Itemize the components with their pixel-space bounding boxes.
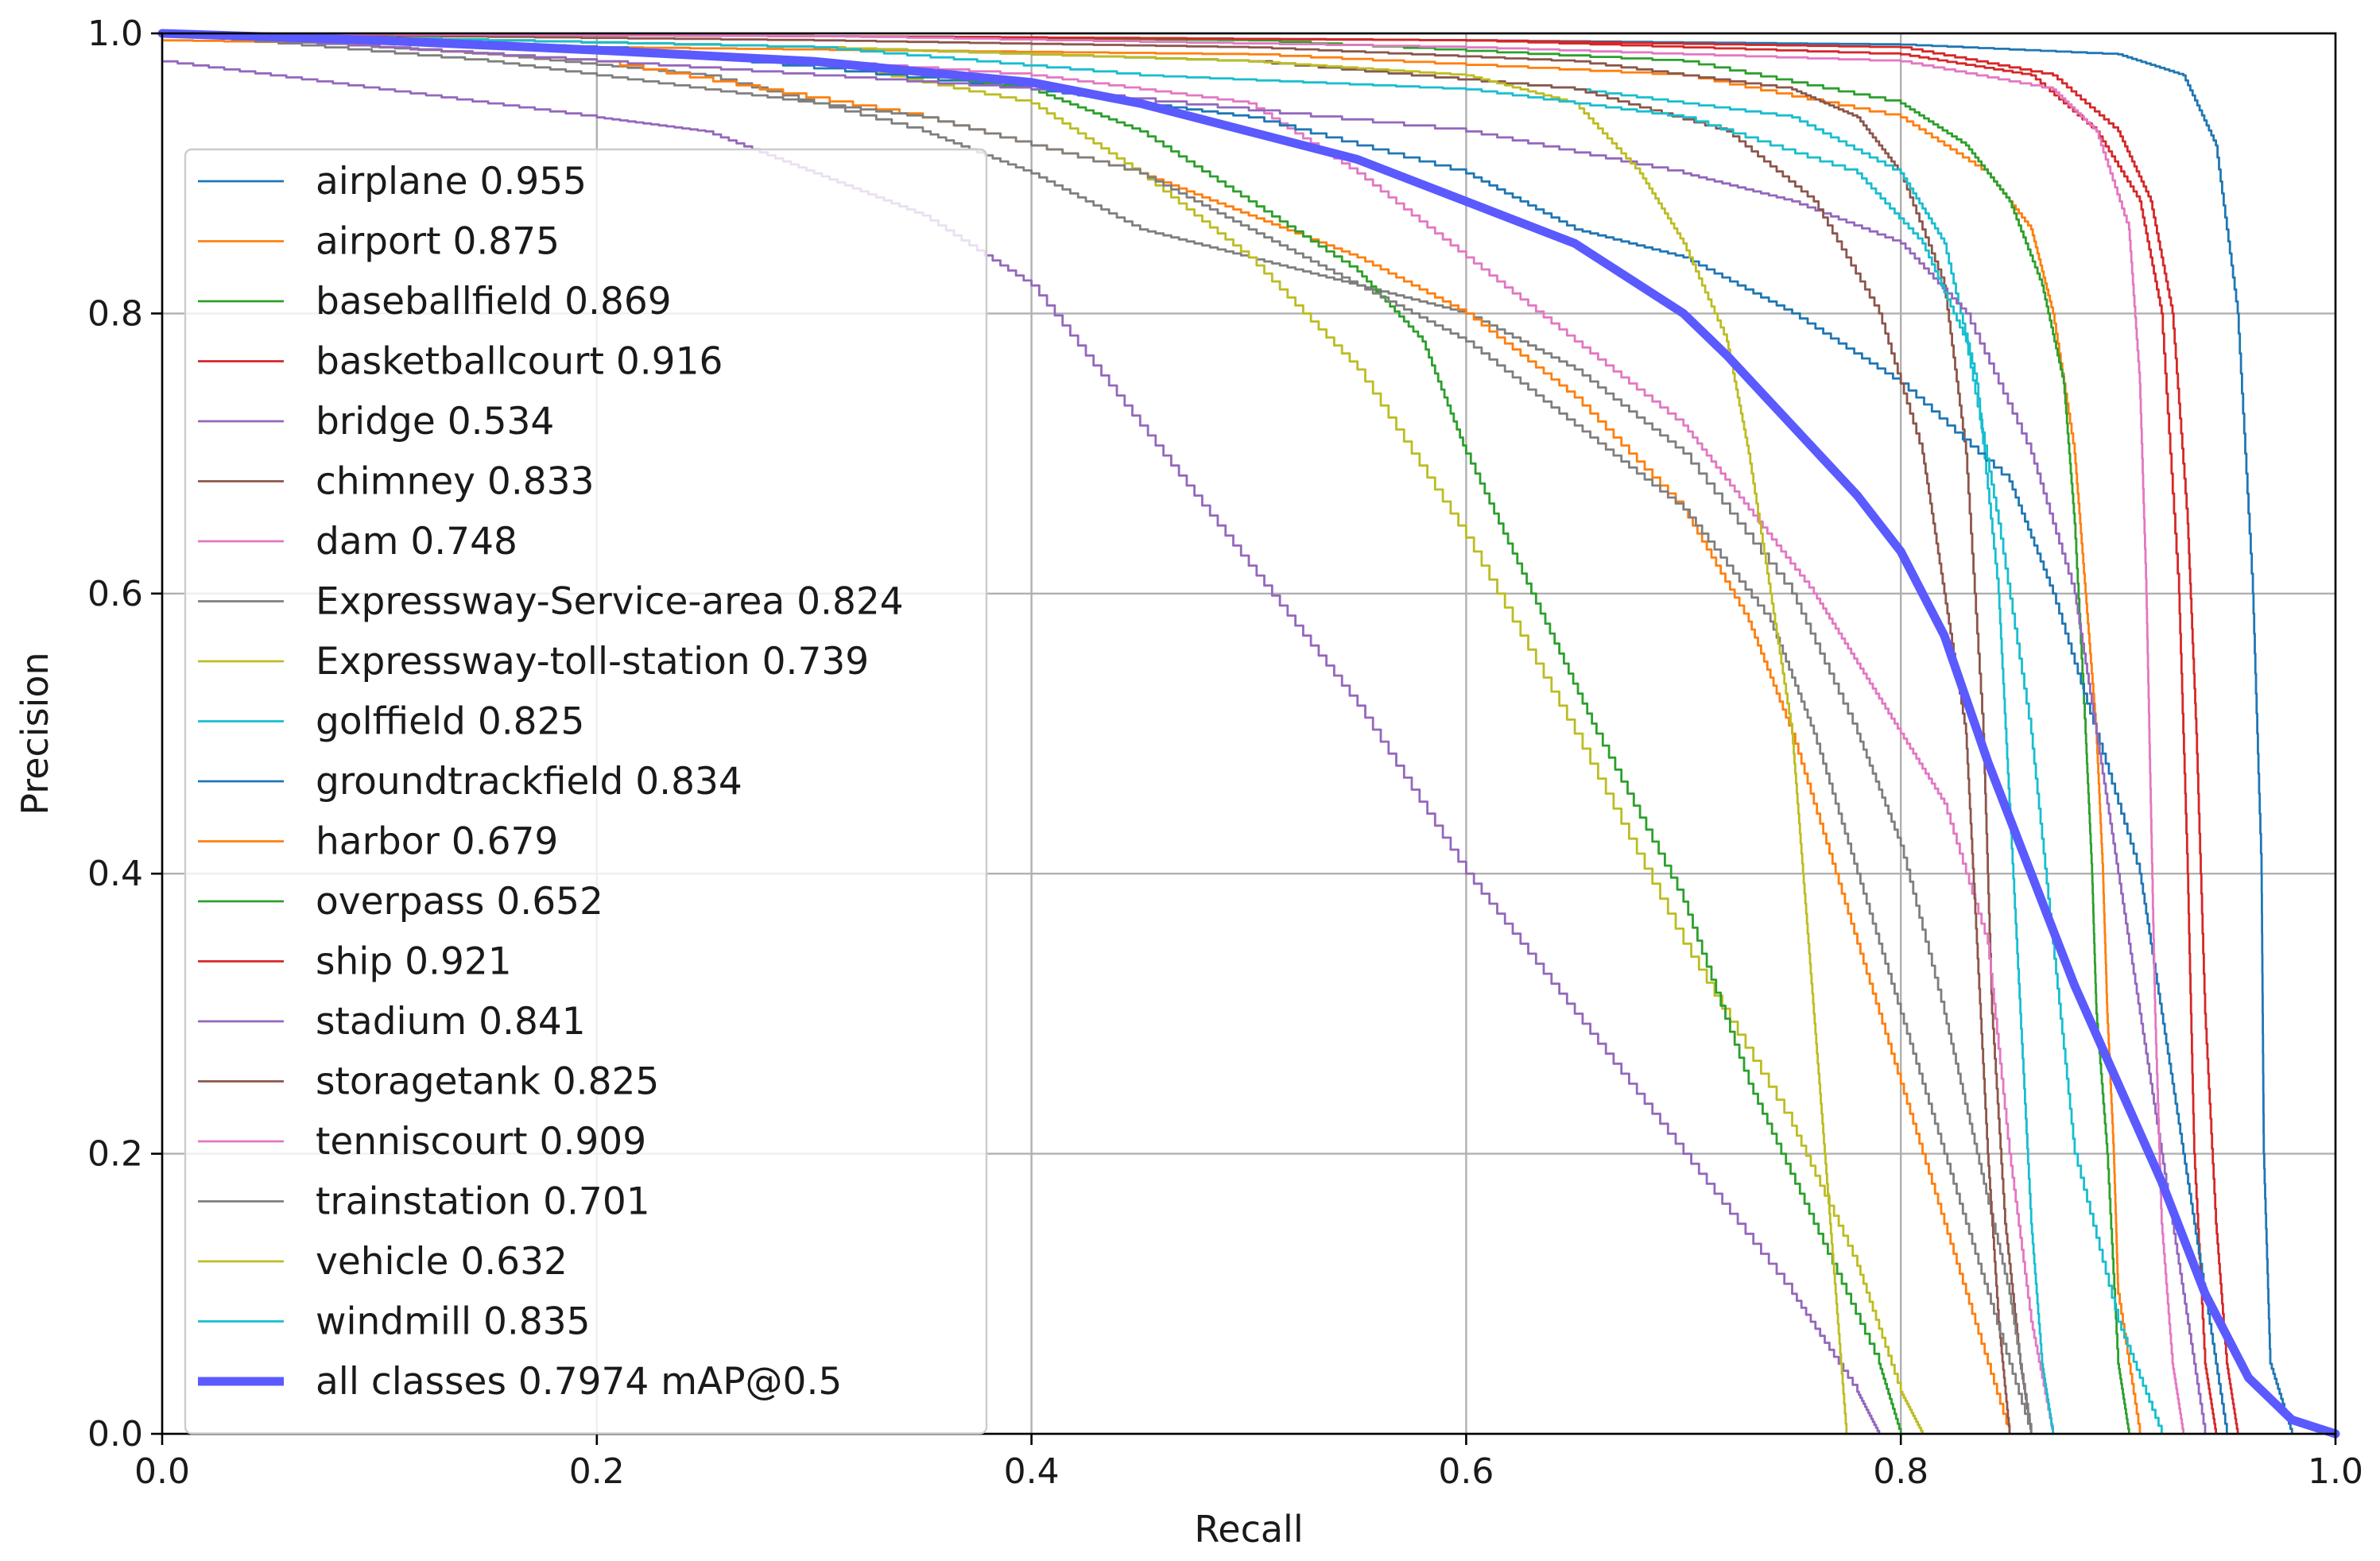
legend-label: harbor 0.679	[316, 820, 558, 864]
series-line-chimney	[162, 32, 2033, 1434]
legend-label: chimney 0.833	[316, 460, 594, 504]
y-tick-label: 0.0	[87, 1414, 143, 1454]
axis-ticks: 0.0 0.2 0.4 0.6 0.8 1.0 0.0 0.2 0.4 0.6 0.8 1.0	[87, 14, 2363, 1492]
legend-label: windmill 0.835	[316, 1300, 591, 1344]
legend-label: bridge 0.534	[316, 400, 554, 444]
series-line-trainstation	[162, 32, 2033, 1434]
series-line-ship	[162, 32, 2239, 1434]
legend-label: vehicle 0.632	[316, 1240, 568, 1284]
series-line-bridge	[162, 60, 1881, 1434]
legend-label: airport 0.875	[316, 220, 560, 264]
series-line-expressway-service-area	[162, 32, 2033, 1434]
legend-label: storagetank 0.825	[316, 1060, 659, 1104]
series-line-dam	[162, 32, 2054, 1434]
y-tick-label: 0.2	[87, 1134, 143, 1175]
y-tick-label: 1.0	[87, 14, 143, 54]
x-tick-label: 1.0	[2308, 1451, 2363, 1492]
x-tick-label: 0.8	[1873, 1451, 1928, 1492]
legend-label: Expressway-toll-station 0.739	[316, 640, 869, 684]
series-line-vehicle	[162, 32, 1848, 1434]
legend-label: baseballfield 0.869	[316, 280, 672, 323]
series-line-windmill	[162, 32, 2163, 1434]
legend-label: overpass 0.652	[316, 880, 603, 924]
x-tick-label: 0.0	[134, 1451, 190, 1492]
x-tick-label: 0.6	[1438, 1451, 1494, 1492]
legend: airplane 0.955 airport 0.875 baseballfield…	[184, 148, 988, 1435]
legend-label: trainstation 0.701	[316, 1180, 650, 1224]
series-line-stadium	[162, 32, 2207, 1434]
x-tick-label: 0.2	[569, 1451, 625, 1492]
y-axis-label: Precision	[14, 652, 56, 815]
legend-label: all classes 0.7974 mAP@0.5	[316, 1360, 842, 1404]
legend-label: airplane 0.955	[316, 160, 587, 203]
legend-box	[184, 148, 988, 1435]
legend-label: groundtrackfield 0.834	[316, 760, 742, 804]
legend-label: stadium 0.841	[316, 1000, 586, 1044]
y-tick-label: 0.4	[87, 854, 143, 894]
legend-label: golffield 0.825	[316, 700, 584, 744]
plot-frame	[161, 32, 2337, 1435]
series-line-baseballfield	[162, 32, 2130, 1434]
legend-label: Expressway-Service-area 0.824	[316, 580, 904, 624]
legend-label: ship 0.921	[316, 940, 512, 984]
legend-label: tenniscourt 0.909	[316, 1120, 646, 1164]
x-axis-label: Recall	[1194, 1508, 1303, 1551]
legend-label: basketballcourt 0.916	[316, 340, 723, 384]
y-tick-label: 0.8	[87, 293, 143, 334]
series-lines	[157, 29, 2340, 1439]
legend-label: dam 0.748	[316, 520, 517, 564]
y-tick-label: 0.6	[87, 574, 143, 614]
x-tick-label: 0.4	[1004, 1451, 1060, 1492]
series-line-all-classes	[157, 29, 2340, 1439]
